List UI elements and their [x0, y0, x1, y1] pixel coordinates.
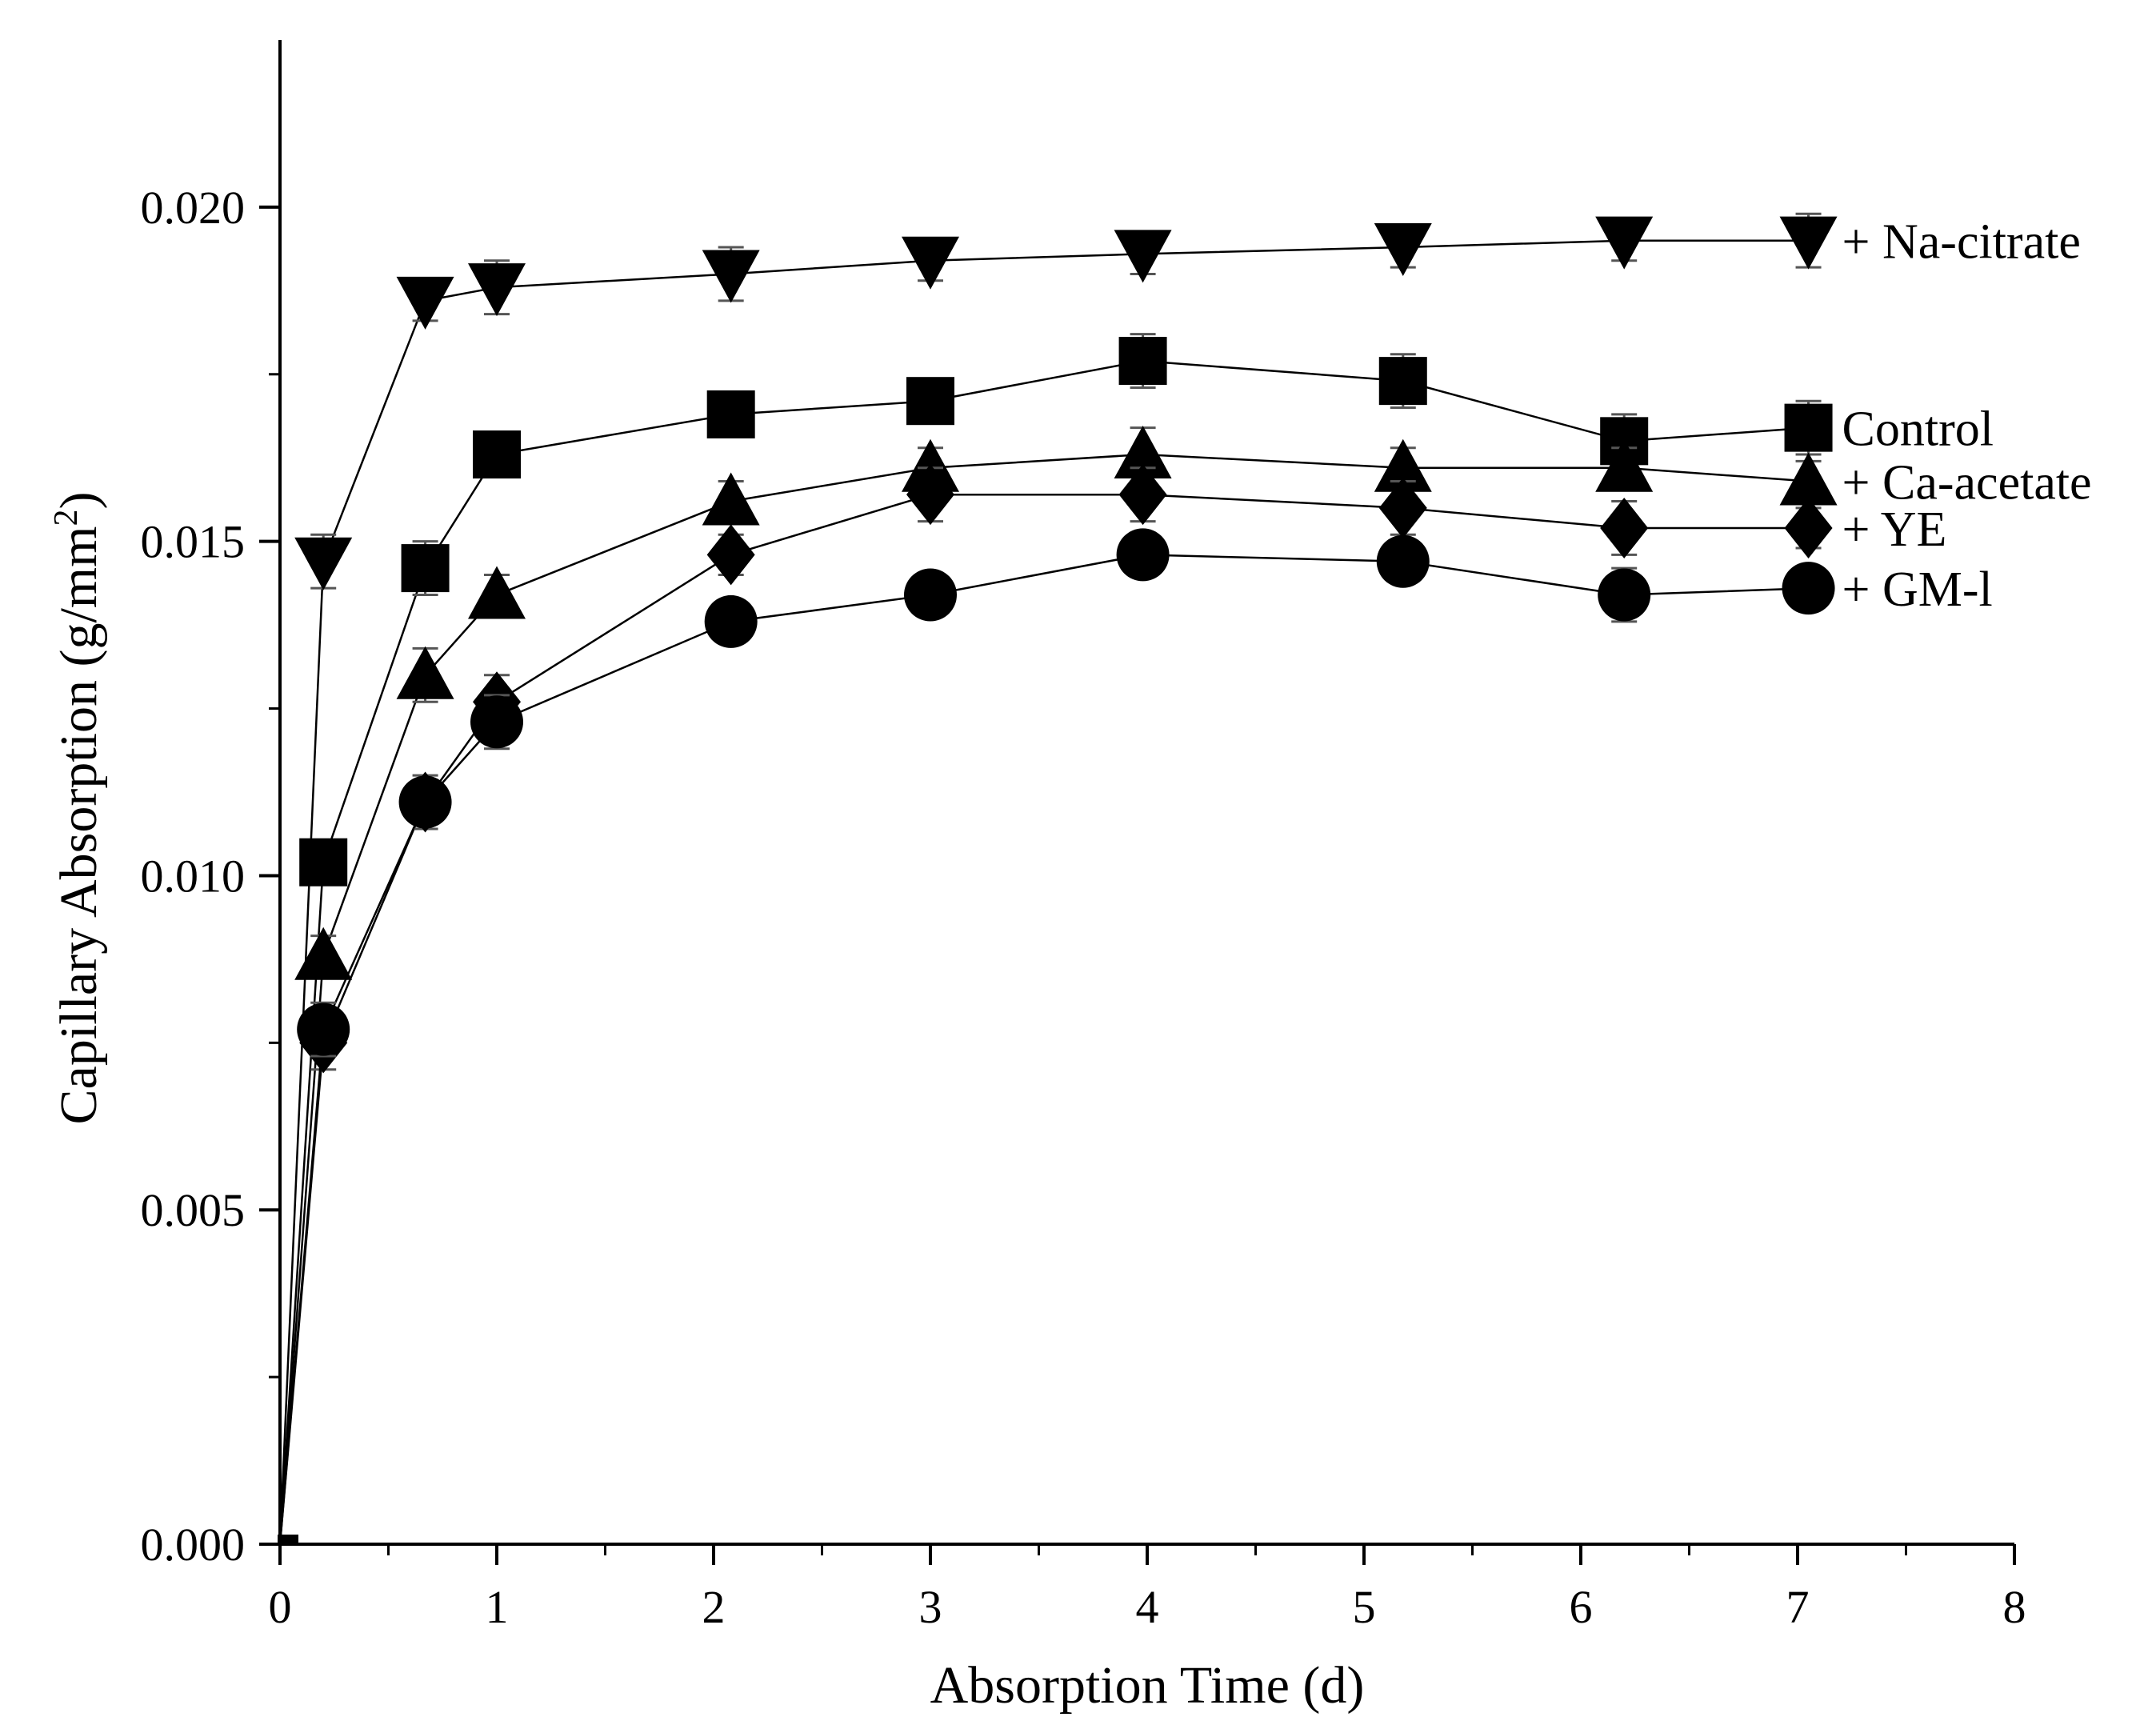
y-axis-title-main: Capillary Absorption (g/mm	[50, 526, 108, 1125]
data-point	[902, 236, 959, 290]
x-tick-label: 5	[1353, 1581, 1376, 1633]
data-point	[1595, 438, 1654, 492]
data-point	[468, 566, 526, 619]
data-point	[396, 646, 454, 699]
data-point	[1779, 452, 1838, 506]
data-point	[1784, 497, 1833, 558]
data-point	[1779, 216, 1838, 270]
x-tick-label: 8	[2003, 1581, 2026, 1633]
series-label: + Na-citrate	[1842, 215, 2081, 270]
plot-area: + Na-citrate Control+ Ca-acetate+ YE+ GM-…	[278, 212, 2092, 1545]
series-label: + YE	[1842, 502, 1947, 557]
data-point	[398, 775, 452, 829]
data-point	[906, 464, 954, 526]
data-point	[706, 390, 755, 438]
x-tick-label: 6	[1570, 1581, 1593, 1633]
data-point	[1782, 562, 1835, 615]
series-label: Control	[1842, 402, 1994, 457]
data-point	[906, 377, 954, 426]
series-line-control	[278, 359, 1809, 1545]
series-line-na-citrate	[278, 239, 1809, 1545]
data-point	[1374, 223, 1432, 277]
series-line-gm-l	[278, 554, 1809, 1545]
data-point	[1595, 216, 1654, 270]
data-point	[702, 250, 760, 303]
series-control: Control	[278, 333, 1994, 1545]
data-point	[396, 276, 454, 330]
data-point	[1378, 477, 1427, 538]
data-point	[904, 568, 957, 622]
x-tick-label: 4	[1136, 1581, 1159, 1633]
y-tick-label: 0.010	[141, 850, 246, 902]
x-axis-title: Absorption Time (d)	[930, 1656, 1365, 1715]
data-point	[468, 263, 526, 317]
series-line-ye	[278, 493, 1809, 1545]
series-ye: + YE	[278, 464, 1947, 1545]
x-tick-label: 7	[1786, 1581, 1810, 1633]
x-tick-label: 1	[486, 1581, 509, 1633]
x-tick-label: 0	[269, 1581, 292, 1633]
tick-marks	[259, 205, 2016, 1565]
y-tick-label: 0.000	[141, 1519, 246, 1571]
data-point	[1114, 230, 1172, 283]
data-point	[401, 544, 450, 593]
tick-labels: 0 1 2 3 4 5 6 7 8 0.000 0.005 0.010 0.015 0.020	[141, 182, 2026, 1633]
data-point	[1114, 426, 1172, 479]
data-point	[702, 472, 760, 526]
data-point	[297, 1003, 350, 1056]
data-point	[294, 927, 353, 980]
y-axis-title: Capillary Absorption (g/mm2)	[48, 492, 108, 1125]
y-tick-label: 0.005	[141, 1184, 246, 1236]
y-axis-title-close: )	[50, 492, 108, 510]
data-point	[1378, 357, 1427, 406]
data-point	[706, 524, 755, 586]
origin-point	[278, 1535, 298, 1544]
data-point	[1598, 568, 1651, 622]
data-point	[294, 537, 353, 590]
series-line-ca-acetate	[278, 453, 1809, 1545]
x-tick-label: 3	[919, 1581, 942, 1633]
series-na-citrate: + Na-citrate	[278, 212, 2081, 1545]
data-point	[704, 594, 758, 648]
data-point	[1118, 337, 1167, 386]
data-point	[1376, 534, 1430, 588]
data-point	[470, 695, 523, 749]
data-point	[1784, 403, 1833, 452]
y-tick-label: 0.015	[141, 516, 246, 568]
y-axis-title-superscript: 2	[48, 510, 85, 526]
y-tick-label: 0.020	[141, 182, 246, 234]
x-tick-label: 2	[702, 1581, 726, 1633]
series-label: + Ca-acetate	[1842, 455, 2092, 510]
data-point	[1374, 438, 1432, 492]
series-ca-acetate: + Ca-acetate	[278, 426, 2092, 1545]
data-point	[1600, 497, 1649, 558]
data-point	[299, 838, 348, 887]
data-point	[1116, 528, 1170, 582]
series-gm-l: + GM-l	[278, 528, 1993, 1545]
data-point	[1118, 464, 1167, 526]
data-point	[473, 430, 521, 479]
series-label: + GM-l	[1842, 562, 1993, 617]
